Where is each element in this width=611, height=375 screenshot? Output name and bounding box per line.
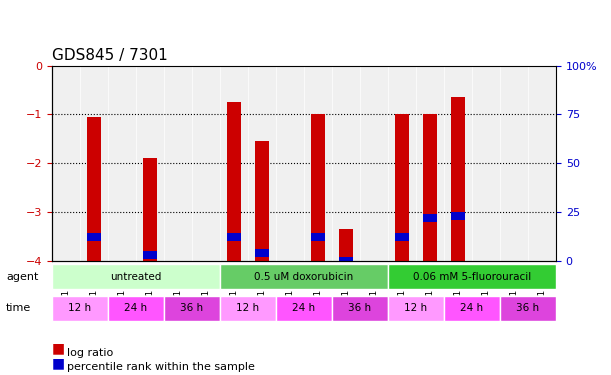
Text: 36 h: 36 h (348, 303, 371, 313)
Text: time: time (6, 303, 31, 313)
Text: log ratio: log ratio (67, 348, 114, 357)
FancyBboxPatch shape (108, 296, 164, 321)
FancyBboxPatch shape (220, 264, 388, 289)
Bar (87, 117, 101, 261)
Bar (451, 98, 465, 261)
Bar (395, 114, 409, 261)
Bar (227, 102, 241, 261)
Bar (255, 141, 269, 261)
Text: ■: ■ (52, 342, 65, 356)
Text: 24 h: 24 h (293, 303, 315, 313)
FancyBboxPatch shape (388, 264, 556, 289)
Text: ■: ■ (52, 357, 65, 370)
FancyBboxPatch shape (276, 296, 332, 321)
Bar (227, 233, 241, 241)
Bar (423, 214, 437, 222)
Bar (143, 158, 157, 261)
Bar (143, 251, 157, 259)
Text: 12 h: 12 h (236, 303, 260, 313)
FancyBboxPatch shape (164, 296, 220, 321)
Text: 36 h: 36 h (516, 303, 540, 313)
Text: 0.06 mM 5-fluorouracil: 0.06 mM 5-fluorouracil (413, 272, 531, 282)
FancyBboxPatch shape (220, 296, 276, 321)
Bar (339, 229, 353, 261)
Bar (339, 257, 353, 264)
FancyBboxPatch shape (52, 264, 220, 289)
Text: percentile rank within the sample: percentile rank within the sample (67, 363, 255, 372)
FancyBboxPatch shape (52, 296, 108, 321)
Bar (87, 233, 101, 241)
FancyBboxPatch shape (444, 296, 500, 321)
Text: 12 h: 12 h (68, 303, 92, 313)
Text: 24 h: 24 h (461, 303, 483, 313)
FancyBboxPatch shape (500, 296, 556, 321)
Text: 0.5 uM doxorubicin: 0.5 uM doxorubicin (254, 272, 354, 282)
Bar (311, 114, 325, 261)
Text: 12 h: 12 h (404, 303, 428, 313)
Bar (451, 212, 465, 220)
Text: 36 h: 36 h (180, 303, 203, 313)
FancyBboxPatch shape (388, 296, 444, 321)
Bar (311, 233, 325, 241)
FancyBboxPatch shape (332, 296, 388, 321)
Bar (423, 114, 437, 261)
Bar (255, 249, 269, 257)
Text: agent: agent (6, 272, 38, 282)
Text: 24 h: 24 h (125, 303, 147, 313)
Text: untreated: untreated (110, 272, 162, 282)
Text: GDS845 / 7301: GDS845 / 7301 (52, 48, 167, 63)
Bar (395, 233, 409, 241)
